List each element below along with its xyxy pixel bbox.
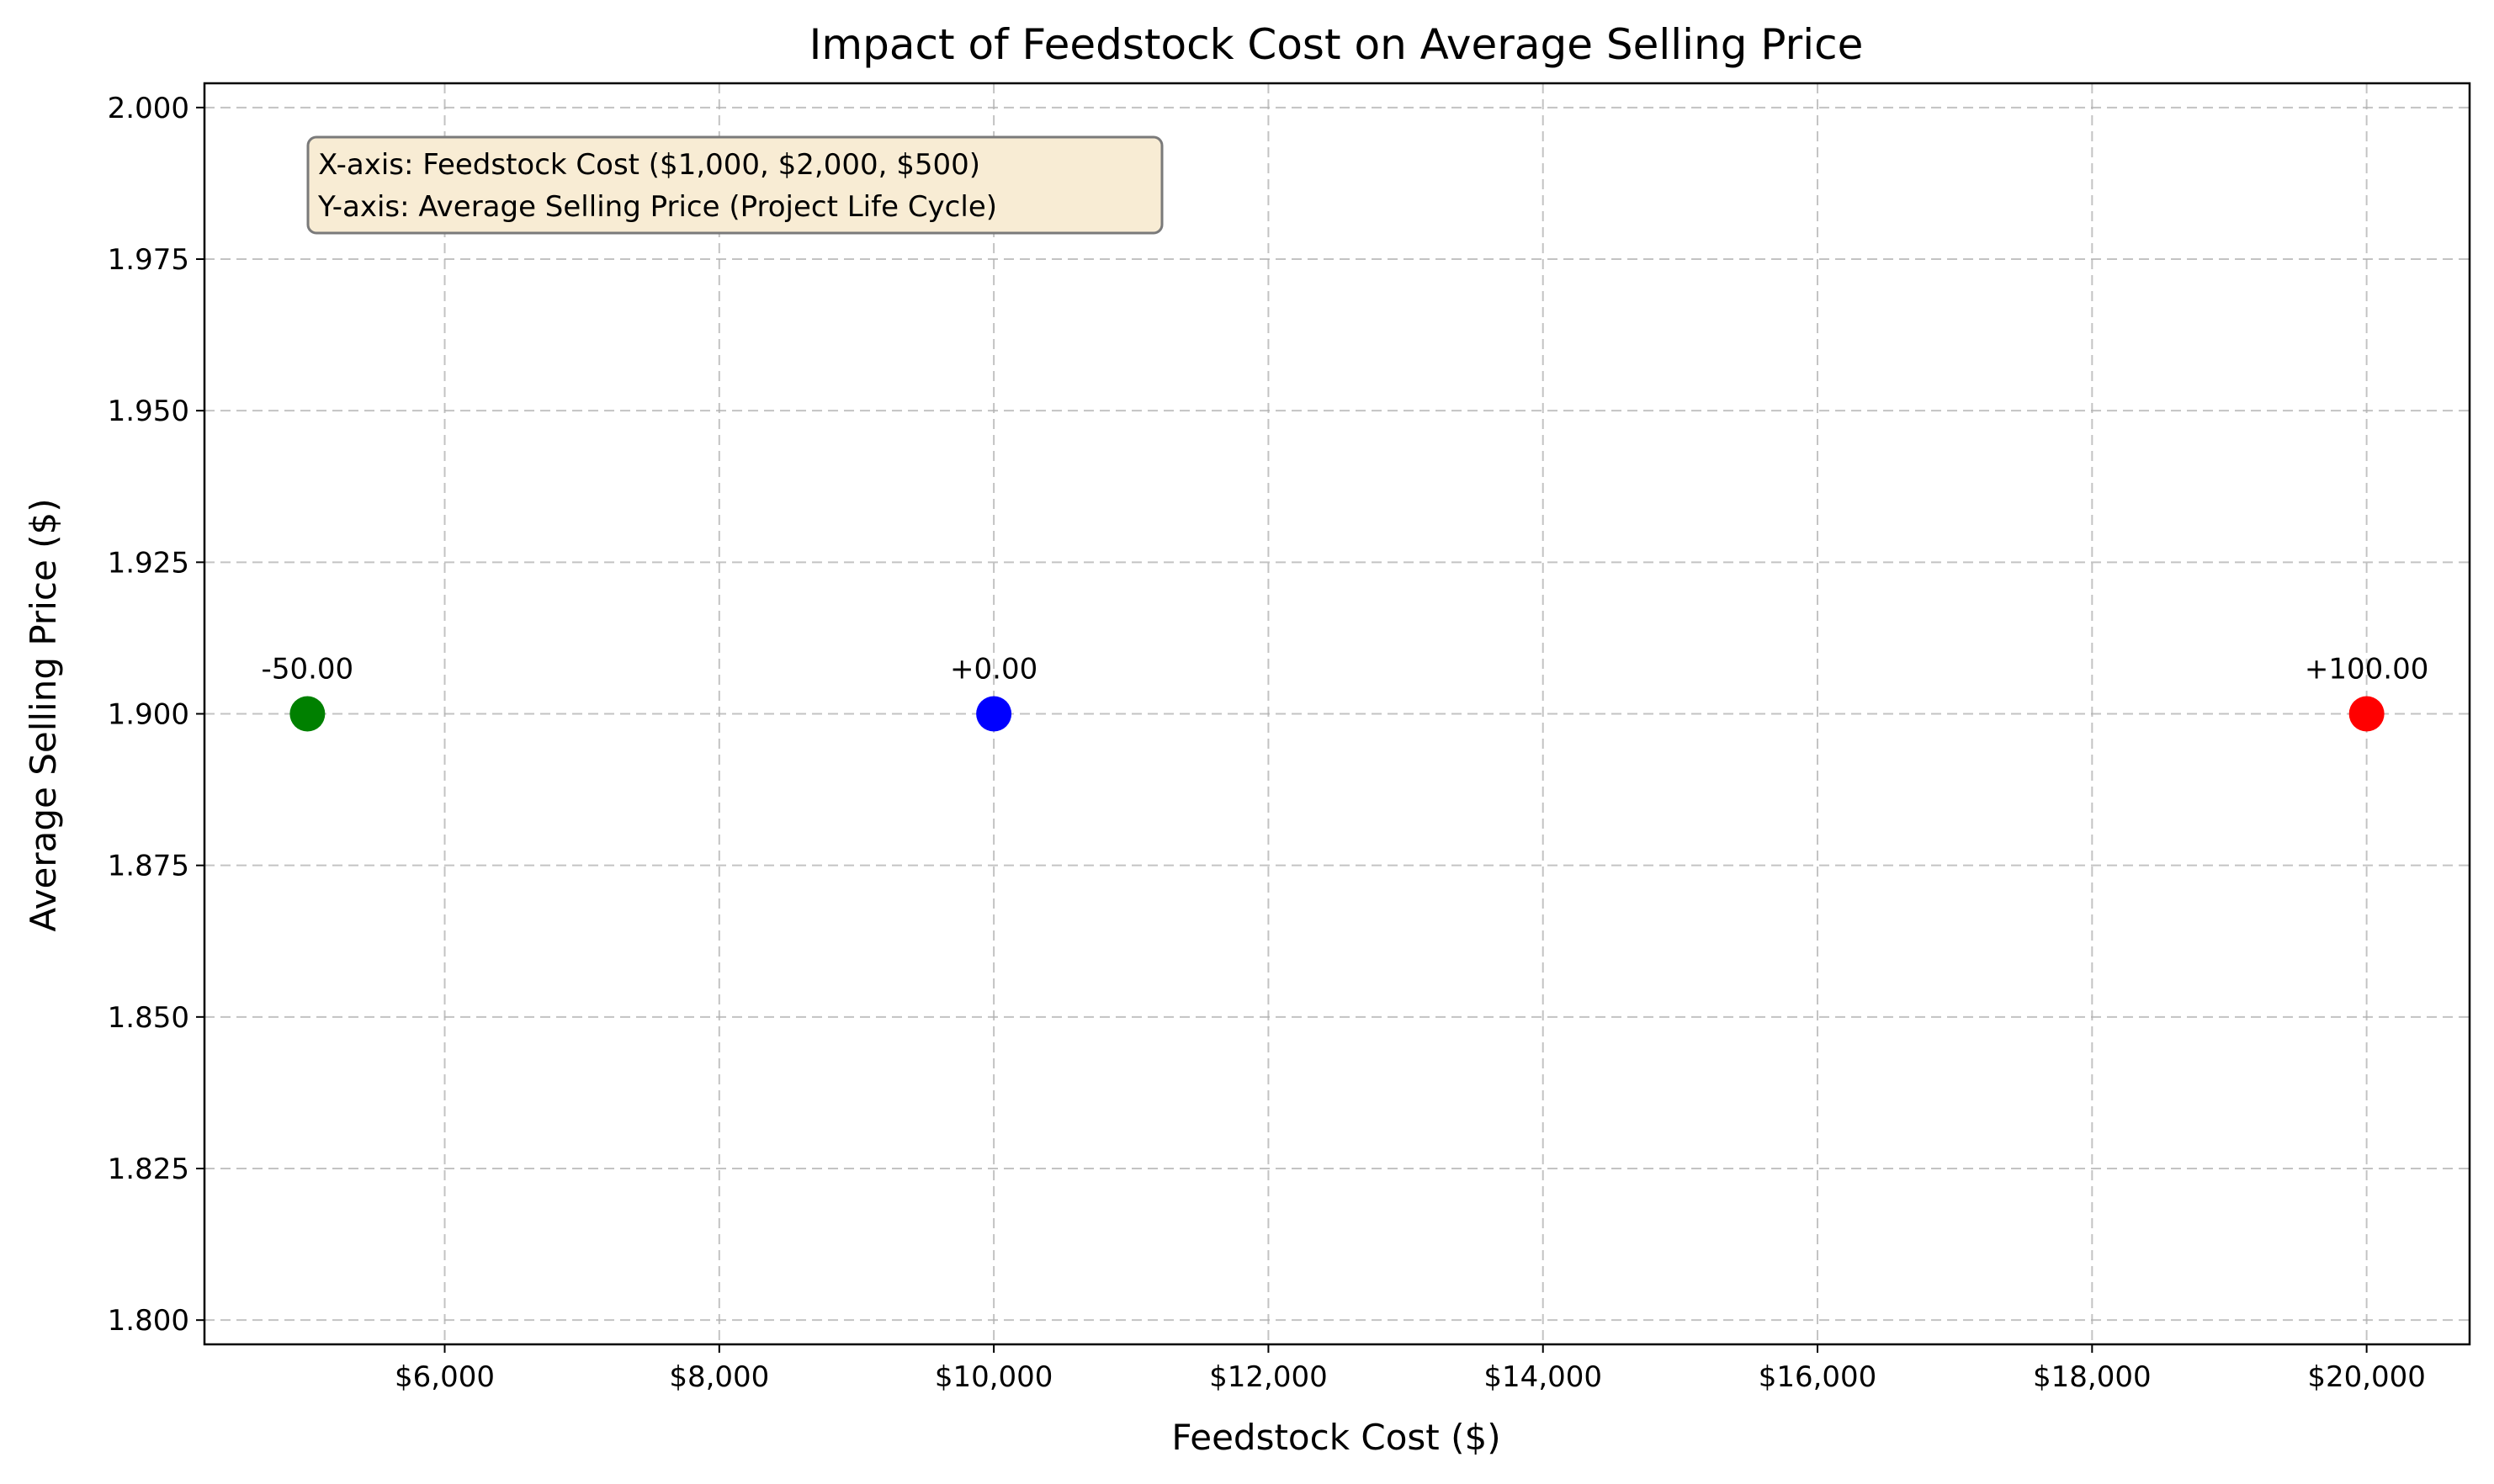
y-tick-label: 2.000 [108, 92, 189, 125]
point-label: +0.00 [950, 653, 1037, 686]
y-tick-label: 1.800 [108, 1304, 189, 1338]
annotation-background [306, 135, 1164, 235]
ticks-layer: $6,000 $8,000 $10,000 $12,000 $14,000 $16,000… [108, 92, 2426, 1394]
x-axis-title: Feedstock Cost ($) [1171, 1417, 1500, 1458]
annotation-box: X-axis: Feedstock Cost ($1,000, $2,000, … [306, 135, 1164, 235]
x-tick-label: $12,000 [1209, 1360, 1328, 1394]
y-axis-title: Average Selling Price ($) [23, 498, 64, 931]
scatter-point [2348, 696, 2385, 732]
x-tick-label: $16,000 [1759, 1360, 1877, 1394]
grid-layer [204, 83, 2470, 1344]
y-tick-label: 1.825 [108, 1153, 189, 1186]
annotation-line-2: Y-axis: Average Selling Price (Project L… [317, 190, 997, 224]
y-tick-label: 1.925 [108, 546, 189, 580]
x-tick-label: $8,000 [669, 1360, 769, 1394]
x-tick-label: $6,000 [395, 1360, 495, 1394]
y-tick-label: 1.875 [108, 850, 189, 883]
x-tick-label: $10,000 [935, 1360, 1053, 1394]
annotation-line-1: X-axis: Feedstock Cost ($1,000, $2,000, … [318, 148, 980, 182]
x-tick-label: $14,000 [1483, 1360, 1602, 1394]
x-tick-label: $18,000 [2033, 1360, 2152, 1394]
y-tick-label: 1.975 [108, 243, 189, 277]
y-tick-label: 1.950 [108, 395, 189, 428]
point-label: +100.00 [2305, 653, 2428, 686]
y-tick-label: 1.900 [108, 698, 189, 732]
x-tick-label: $20,000 [2307, 1360, 2426, 1394]
point-label: -50.00 [262, 653, 354, 686]
y-tick-label: 1.850 [108, 1001, 189, 1035]
scatter-point [976, 696, 1012, 732]
scatter-point [289, 696, 326, 732]
points-layer: -50.00 +0.00 +100.00 [262, 653, 2428, 732]
plot-frame [203, 82, 2471, 1346]
chart-title: Impact of Feedstock Cost on Average Sell… [809, 20, 1864, 69]
